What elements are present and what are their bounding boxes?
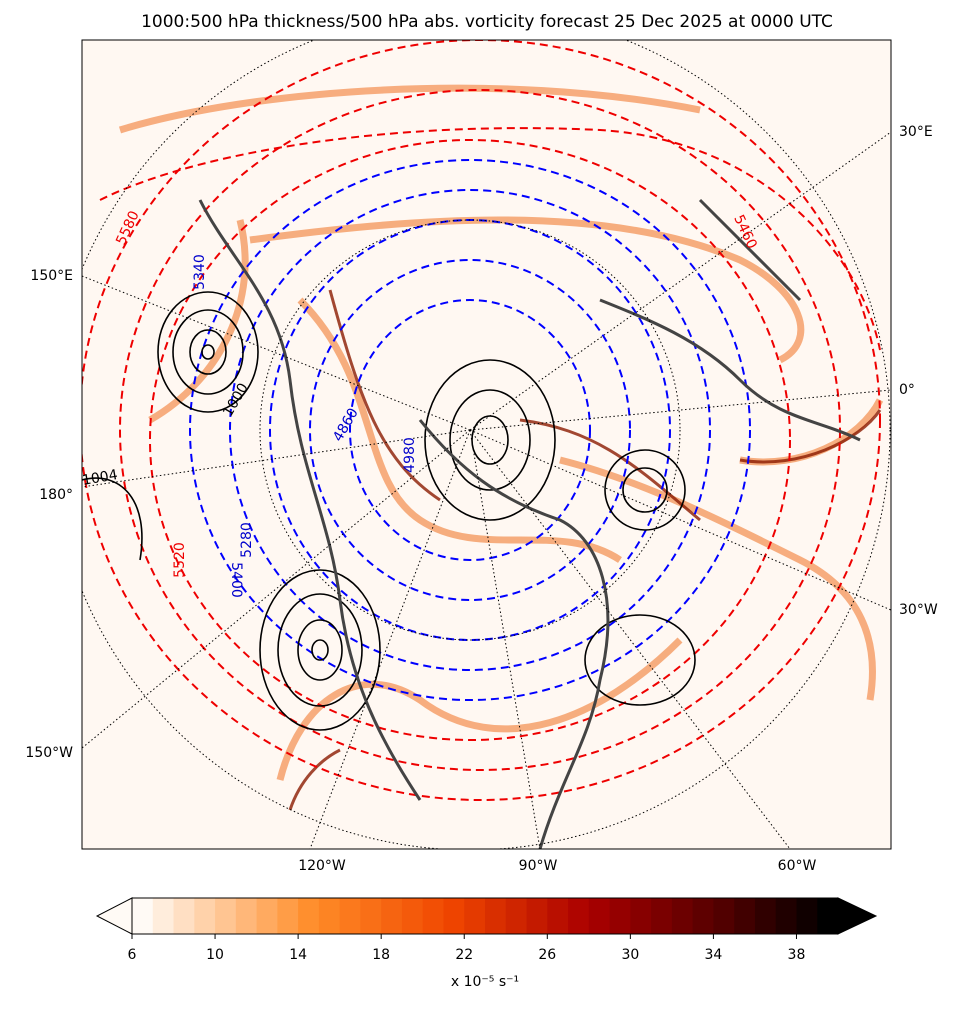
colorbar-segment xyxy=(547,898,569,934)
contour-label: 4980 xyxy=(402,437,418,473)
colorbar-tick-label: 14 xyxy=(289,947,307,963)
colorbar-extend-high xyxy=(837,897,878,935)
colorbar-segment xyxy=(235,898,258,934)
colorbar-tick-label: 10 xyxy=(206,947,224,963)
colorbar-segment xyxy=(505,898,528,934)
colorbar-segment xyxy=(401,898,424,934)
colorbar-segment xyxy=(152,898,175,934)
colorbar-segment xyxy=(194,898,216,934)
colorbar-tick-label: 34 xyxy=(704,947,722,963)
contour-label: 5340 xyxy=(192,254,208,290)
colorbar-segment xyxy=(630,898,652,934)
lon-label: 150°W xyxy=(25,745,73,761)
colorbar-segment xyxy=(588,898,611,934)
lon-label: 0° xyxy=(899,382,915,398)
title: 1000:500 hPa thickness/500 hPa abs. vort… xyxy=(141,12,833,32)
colorbar-segment xyxy=(173,898,195,934)
colorbar-segment xyxy=(796,898,818,934)
colorbar-tick-label: 22 xyxy=(455,947,473,963)
colorbar-segment xyxy=(485,898,507,934)
colorbar-segment xyxy=(671,898,694,934)
contour-label: 1004 xyxy=(81,467,119,489)
colorbar-segment xyxy=(754,898,777,934)
lon-labels: 150°E 180° 150°W 30°E 0° 30°W 120°W 90°W 60°W xyxy=(25,124,937,874)
colorbar-extend-low xyxy=(95,897,133,935)
colorbar-segment xyxy=(381,898,403,934)
lon-label: 60°W xyxy=(778,858,817,874)
colorbar-segment xyxy=(713,898,735,934)
colorbar-frame xyxy=(131,897,839,935)
colorbar-segment xyxy=(464,898,486,934)
colorbar-segment xyxy=(692,898,714,934)
colorbar-tick-label: 26 xyxy=(538,947,556,963)
colorbar-segment xyxy=(775,898,797,934)
colorbar-segment xyxy=(256,898,278,934)
colorbar-segment xyxy=(277,898,299,934)
colorbar-segment xyxy=(360,898,382,934)
lon-label: 90°W xyxy=(519,858,558,874)
colorbar-segment xyxy=(339,898,361,934)
colorbar-segment xyxy=(651,898,673,934)
colorbar-segment xyxy=(215,898,237,934)
contour-label: 5280 xyxy=(239,522,255,558)
colorbar-segment xyxy=(526,898,548,934)
colorbar-label: x 10⁻⁵ s⁻¹ xyxy=(451,974,519,990)
colorbar-segment xyxy=(817,898,839,934)
lon-label: 120°W xyxy=(298,858,346,874)
colorbar-segment xyxy=(298,898,320,934)
colorbar-tick-label: 38 xyxy=(788,947,806,963)
colorbar-tick-label: 6 xyxy=(128,947,137,963)
colorbar-segment xyxy=(734,898,756,934)
colorbar-tick-label: 30 xyxy=(621,947,639,963)
lon-label: 30°W xyxy=(899,602,938,618)
colorbar-segment xyxy=(609,898,631,934)
lon-label: 150°E xyxy=(30,268,73,284)
colorbar: 6 10 14 18 22 26 30 34 38 x 10⁻⁵ s⁻¹ xyxy=(95,897,878,990)
colorbar-segment xyxy=(422,898,444,934)
colorbar-segment xyxy=(132,898,154,934)
colorbar-segment xyxy=(318,898,341,934)
lon-label: 180° xyxy=(39,487,73,503)
contour-label: 5400 xyxy=(228,562,244,598)
colorbar-segment xyxy=(568,898,590,934)
contour-label: 5520 xyxy=(172,542,188,578)
colorbar-segment xyxy=(443,898,465,934)
lon-label: 30°E xyxy=(899,124,933,140)
colorbar-tick-label: 18 xyxy=(372,947,390,963)
